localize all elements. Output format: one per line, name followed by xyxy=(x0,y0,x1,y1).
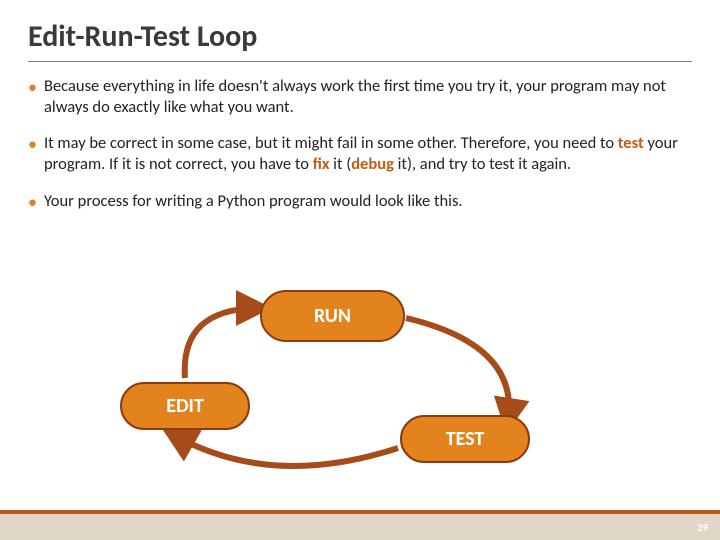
keyword-fix: fix xyxy=(313,154,330,174)
bullet-text: Your process for writing a Python progra… xyxy=(44,191,463,211)
node-test: TEST xyxy=(400,415,530,463)
keyword-debug: debug xyxy=(351,154,394,174)
bullet-item: Your process for writing a Python progra… xyxy=(28,191,692,212)
bullet-item: Because everything in life doesn't alway… xyxy=(28,76,692,117)
node-run: RUN xyxy=(260,290,405,342)
cycle-arrow xyxy=(185,308,260,378)
bullet-text: it), and try to test it again. xyxy=(394,154,571,174)
bullet-text: It may be correct in some case, but it m… xyxy=(44,133,618,153)
title-rule xyxy=(28,61,692,62)
cycle-arrow xyxy=(406,318,509,422)
cycle-diagram: RUNEDIT TEST xyxy=(100,290,580,500)
cycle-arrow xyxy=(172,434,398,466)
page-number: 39 xyxy=(697,521,708,534)
footer-bar: 39 xyxy=(0,510,720,540)
footer-fill xyxy=(0,514,720,540)
bullet-item: It may be correct in some case, but it m… xyxy=(28,133,692,174)
keyword-test: test xyxy=(618,133,644,153)
node-edit: EDIT xyxy=(120,382,250,430)
bullet-list: Because everything in life doesn't alway… xyxy=(28,76,692,211)
bullet-text: Because everything in life doesn't alway… xyxy=(44,76,666,117)
page-title: Edit-Run-Test Loop xyxy=(28,18,692,55)
bullet-text: it ( xyxy=(329,154,351,174)
